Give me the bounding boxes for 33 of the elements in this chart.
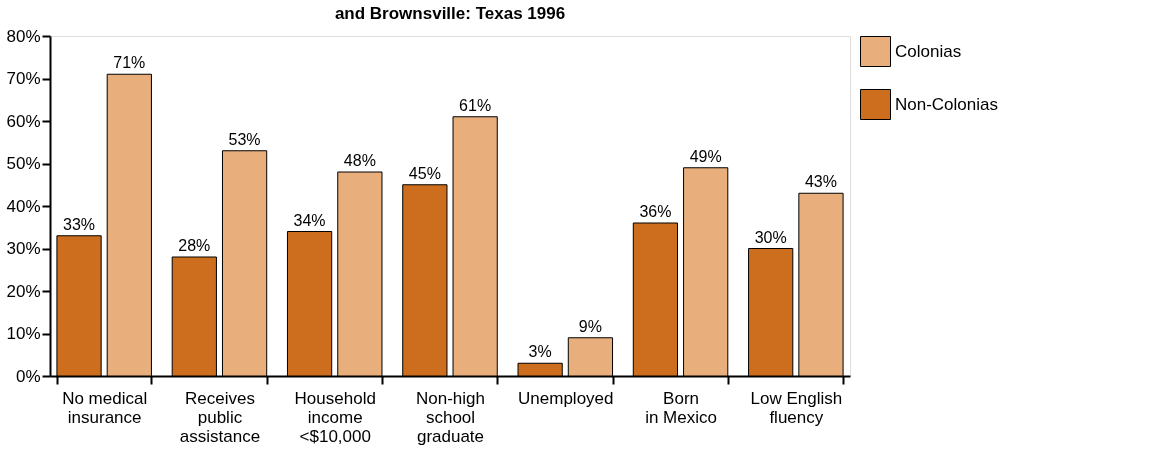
data-label: 34% — [293, 211, 326, 229]
data-label: 45% — [408, 164, 441, 182]
data-label: 28% — [178, 237, 211, 254]
y-tick-label: 0% — [15, 366, 41, 386]
x-tick-label: Receives public assistance — [179, 388, 261, 446]
y-tick-label: 80% — [6, 26, 41, 46]
data-label: 71% — [113, 54, 146, 72]
x-tick-label: Low English fluency — [750, 388, 843, 427]
chart-title: and Brownsville: Texas 1996 — [334, 4, 566, 23]
data-label: 36% — [639, 203, 672, 220]
y-tick-label: 60% — [6, 111, 41, 131]
data-label: 3% — [528, 343, 552, 361]
y-tick-label: 10% — [6, 324, 41, 343]
y-tick-label: 70% — [6, 69, 41, 88]
y-tick-label: 50% — [6, 154, 41, 173]
data-label: 48% — [343, 152, 376, 169]
x-tick-label: No medical insurance — [62, 388, 148, 427]
x-tick-label: Non-high school graduate — [416, 388, 485, 446]
data-label: 61% — [459, 96, 492, 114]
data-label: 30% — [754, 228, 787, 246]
data-label: 9% — [578, 317, 602, 335]
y-tick-label: 40% — [6, 196, 41, 216]
y-tick-label: 20% — [6, 281, 41, 301]
y-tick-label: 30% — [6, 239, 41, 258]
x-tick-label: Born in Mexico — [645, 388, 717, 427]
legend-label: Colonias — [895, 41, 962, 61]
data-label: 43% — [804, 173, 837, 191]
data-label: 53% — [228, 130, 261, 148]
data-label: 49% — [689, 147, 722, 165]
data-label: 33% — [63, 215, 96, 233]
x-tick-label: Unemployed — [518, 388, 614, 408]
x-tick-label: Household income <$10,000 — [294, 388, 376, 446]
legend-label: Non-Colonias — [895, 94, 998, 114]
